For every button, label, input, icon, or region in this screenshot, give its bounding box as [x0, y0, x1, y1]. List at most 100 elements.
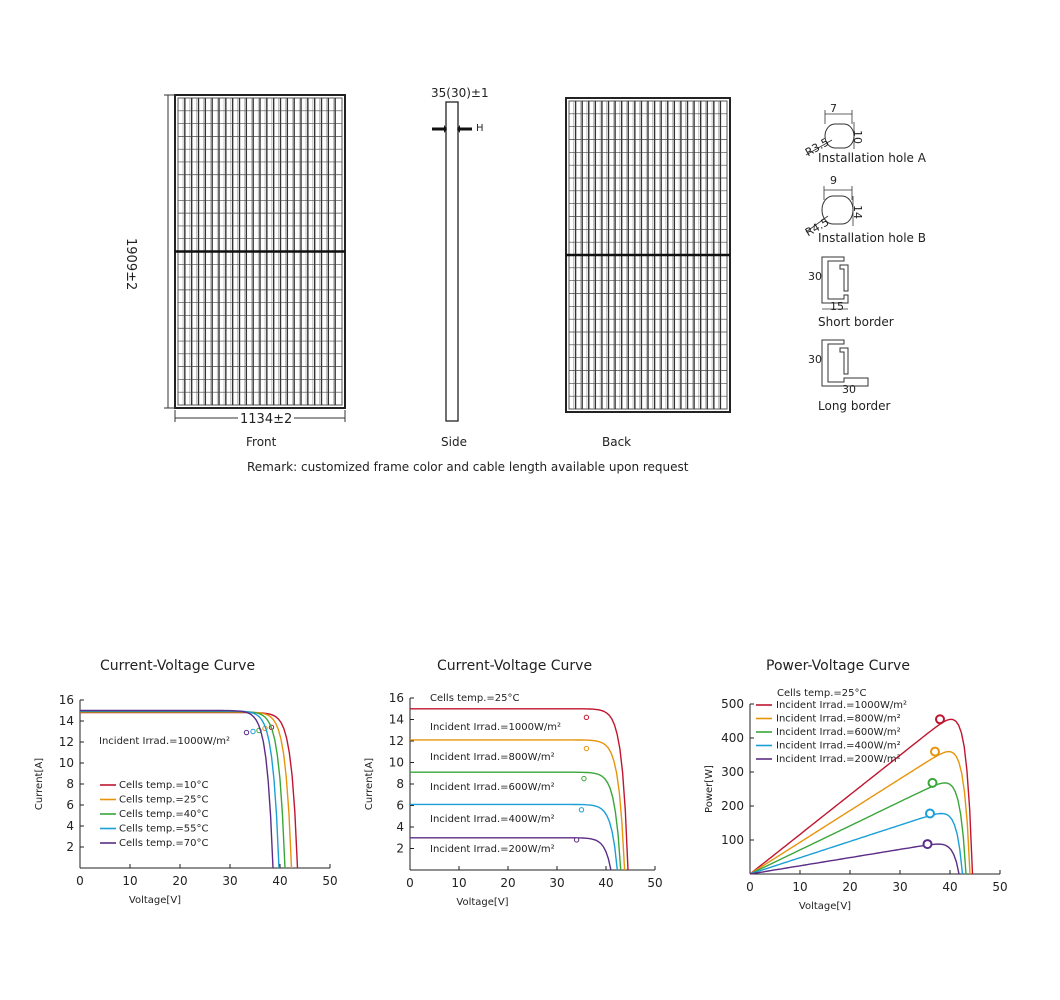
- x-tick-label: 20: [500, 876, 515, 890]
- x-tick-label: 30: [892, 880, 907, 894]
- y-tick-label: 2: [396, 842, 404, 856]
- y-tick-label: 200: [721, 799, 744, 813]
- series-line: [80, 709, 274, 869]
- series-line: [749, 718, 974, 875]
- y-tick-label: 500: [721, 697, 744, 711]
- max-power-point: [581, 775, 587, 782]
- x-tick-label: 10: [122, 874, 137, 888]
- legend-entry: Incident Irrad.=400W/m²: [776, 741, 901, 752]
- legend-entry: Incident Irrad.=1000W/m²: [776, 700, 907, 711]
- max-power-point: [573, 837, 580, 843]
- front-label: Front: [246, 435, 277, 449]
- max-power-point: [583, 714, 590, 721]
- series-line: [79, 710, 286, 869]
- series-line: [749, 843, 960, 875]
- installation-hole-b-drawing: [805, 186, 854, 233]
- remark-text: Remark: customized frame color and cable…: [247, 460, 689, 474]
- max-power-point: [250, 728, 256, 735]
- series-line: [749, 812, 964, 875]
- series-line: [749, 750, 971, 875]
- chart-annotation: Cells temp.=25°C: [430, 693, 520, 704]
- legend-entry: Incident Irrad.=800W/m²: [776, 714, 901, 725]
- chart-3: 0 10 20 30 40 50 100 200 300 400 500 Voltage[V] Powe…: [704, 688, 1008, 912]
- y-tick-label: 6: [66, 798, 74, 812]
- max-power-point: [578, 807, 585, 813]
- max-power-point: [930, 746, 940, 757]
- long-border-profile: [821, 339, 869, 387]
- x-tick-label: 40: [272, 874, 287, 888]
- chart-3-title: Power-Voltage Curve: [766, 658, 910, 674]
- chart-2: 0 10 20 30 40 50 2 4 6 8 10 12 14 16 Voltage[V] Current…: [364, 691, 663, 908]
- x-tick-label: 40: [598, 876, 613, 890]
- series-line: [80, 711, 293, 869]
- y-tick-label: 4: [396, 820, 404, 834]
- thickness-dimension: 35(30)±1: [431, 86, 489, 100]
- hole-a-width: 7: [830, 102, 837, 115]
- short-border-label: Short border: [818, 315, 894, 329]
- max-power-point: [935, 714, 945, 725]
- max-power-point: [268, 724, 275, 730]
- long-border-height: 30: [808, 353, 822, 366]
- series-line: [410, 739, 626, 871]
- side-label: Side: [441, 435, 467, 449]
- series-line: [410, 803, 618, 871]
- x-tick-label: 0: [76, 874, 84, 888]
- x-tick-label: 30: [222, 874, 237, 888]
- short-border-width: 15: [830, 300, 844, 313]
- max-power-point: [922, 839, 933, 850]
- legend-entry: Incident Irrad.=600W/m²: [776, 727, 901, 738]
- short-border-height: 30: [808, 270, 822, 283]
- back-label: Back: [602, 435, 632, 449]
- x-tick-label: 50: [647, 876, 662, 890]
- legend-entry: Cells temp.=70°C: [119, 838, 209, 849]
- max-power-point: [925, 808, 935, 819]
- x-tick-label: 0: [406, 876, 414, 890]
- y-tick-label: 2: [66, 840, 74, 854]
- x-axis-label: Voltage[V]: [799, 901, 851, 912]
- x-axis-label: Voltage[V]: [129, 895, 181, 906]
- series-line: [410, 771, 622, 871]
- chart-1-title: Current-Voltage Curve: [100, 658, 256, 674]
- y-tick-label: 8: [66, 777, 74, 791]
- y-tick-label: 12: [389, 734, 404, 748]
- series-label: Incident Irrad.=800W/m²: [430, 752, 555, 763]
- chart-annotation: Incident Irrad.=1000W/m²: [99, 736, 230, 747]
- x-tick-label: 0: [746, 880, 754, 894]
- back-panel: [565, 97, 731, 413]
- x-axis-label: Voltage[V]: [456, 897, 508, 908]
- hole-b-width: 9: [830, 174, 837, 187]
- front-panel: [164, 94, 346, 422]
- series-line: [749, 782, 967, 875]
- y-tick-label: 16: [389, 691, 404, 705]
- side-view: [432, 101, 472, 422]
- thickness-mark: H: [476, 123, 484, 134]
- hole-b-height: 14: [851, 205, 864, 219]
- legend-entry: Cells temp.=25°C: [119, 795, 209, 806]
- y-tick-label: 100: [721, 833, 744, 847]
- chart-annotation: Cells temp.=25°C: [777, 688, 867, 699]
- chart-1: 0 10 20 30 40 50 2 4 6 8 10 12 14 16 Voltage[V] Current…: [34, 693, 338, 906]
- max-power-point: [262, 725, 268, 732]
- series-label: Incident Irrad.=400W/m²: [430, 814, 555, 825]
- series-line: [80, 711, 299, 869]
- y-tick-label: 16: [59, 693, 74, 707]
- y-tick-label: 4: [66, 819, 74, 833]
- y-tick-label: 10: [389, 756, 404, 770]
- legend-entry: Cells temp.=10°C: [119, 780, 209, 791]
- y-tick-label: 14: [389, 713, 404, 727]
- installation-hole-a-drawing: [805, 110, 855, 156]
- y-tick-label: 14: [59, 714, 74, 728]
- y-axis-label: Power[W]: [704, 765, 715, 813]
- x-tick-label: 30: [549, 876, 564, 890]
- x-tick-label: 10: [792, 880, 807, 894]
- series-label: Incident Irrad.=600W/m²: [430, 782, 555, 793]
- hole-a-height: 10: [851, 130, 864, 144]
- max-power-point: [256, 727, 262, 734]
- short-border-profile: [821, 256, 849, 310]
- series-label: Incident Irrad.=200W/m²: [430, 844, 555, 855]
- series-line: [410, 837, 612, 871]
- x-tick-label: 10: [451, 876, 466, 890]
- series-line: [80, 710, 280, 869]
- max-power-point: [243, 729, 250, 736]
- y-axis-label: Current[A]: [364, 758, 375, 810]
